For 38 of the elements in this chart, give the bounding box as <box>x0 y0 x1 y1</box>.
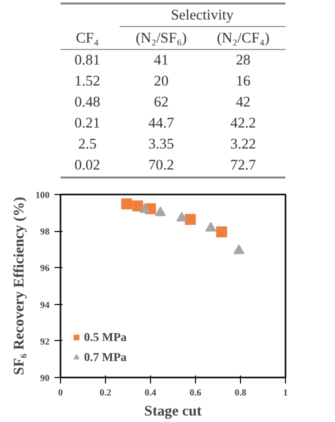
x-tick-label: 0.6 <box>190 388 202 398</box>
text: 41 <box>154 52 169 68</box>
text: 62 <box>154 94 169 110</box>
x-tick-label: 1 <box>283 388 288 398</box>
text: 28 <box>236 52 251 68</box>
x-tick-label: 0.8 <box>234 388 247 398</box>
text: 0.81 <box>74 52 100 68</box>
text: 3.35 <box>148 136 174 152</box>
text: CF₄ <box>76 30 99 46</box>
text: 16 <box>236 74 251 90</box>
text: 44.7 <box>148 116 174 132</box>
y-tick-label: 94 <box>40 300 50 311</box>
x-tick-label: 0 <box>58 388 64 398</box>
text: 20 <box>154 74 169 90</box>
text: 3.22 <box>230 136 256 152</box>
y-axis-title: SF₆ Recovery Efficiency (%) <box>12 196 28 376</box>
y-tick-label: 92 <box>40 337 50 348</box>
x-tick-label: 0.2 <box>100 388 112 398</box>
y-tick-label: 100 <box>36 191 50 201</box>
text: 42 <box>236 94 251 110</box>
text: 72.7 <box>230 158 256 174</box>
x-axis-title: Stage cut <box>144 404 202 420</box>
y-tick-label: 98 <box>40 228 50 238</box>
text: 0.02 <box>74 158 100 174</box>
text: 42.2 <box>230 116 256 132</box>
legend-label: 0.5 MPa <box>84 330 127 344</box>
text: (N₂/SF₆) <box>136 30 187 46</box>
y-tick-label: 96 <box>40 264 50 274</box>
x-tick-label: 0.4 <box>144 388 157 398</box>
text: 70.2 <box>148 158 174 174</box>
text: Selectivity <box>170 8 234 24</box>
text: 0.21 <box>74 116 100 132</box>
text: (N₂/CF₄) <box>216 30 270 46</box>
y-tick-label: 90 <box>40 374 50 384</box>
text: 2.5 <box>78 136 97 152</box>
legend-label: 0.7 MPa <box>84 350 127 364</box>
text: 1.52 <box>74 74 100 90</box>
text: 0.48 <box>74 94 100 110</box>
